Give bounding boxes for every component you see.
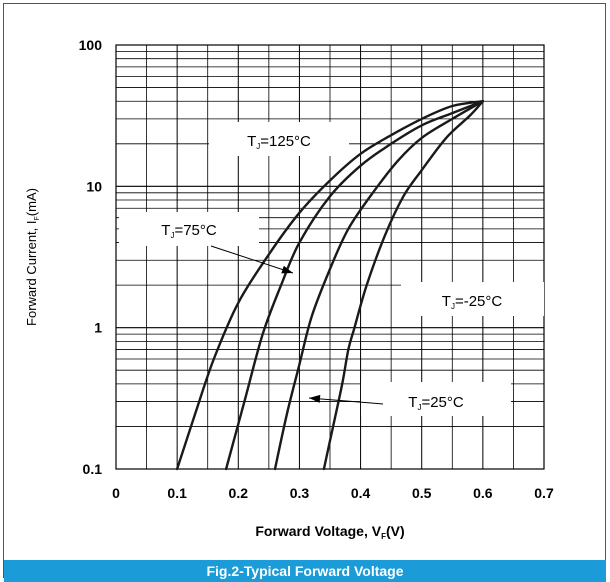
x-tick-label: 0.5: [412, 485, 432, 501]
y-tick-label: 100: [79, 37, 103, 53]
y-axis-title: Forward Current, IF(mA): [24, 188, 41, 326]
x-tick-label: 0: [112, 485, 120, 501]
curve-label: TJ=25°C: [408, 394, 464, 412]
curve-25c: [273, 100, 485, 471]
label-arrow-75c: [210, 245, 294, 274]
figure-caption: Fig.2-Typical Forward Voltage: [206, 563, 404, 579]
curve-label: TJ=-25°C: [442, 293, 503, 311]
label-arrow-25c-head: [309, 394, 321, 403]
x-tick-label: 0.2: [229, 485, 249, 501]
x-tick-label: 0.7: [534, 485, 554, 501]
forward-voltage-chart: 0 0.1 0.2 0.3 0.4 0.5 0.6 0.7 0.1 1 10 100 Forward V…: [24, 37, 554, 541]
x-axis-title: Forward Voltage, VF(V): [255, 523, 404, 541]
x-tick-label: 0.6: [473, 485, 493, 501]
y-tick-label: 1: [94, 320, 102, 336]
curve-label-box: [401, 282, 544, 316]
caption-bar: Fig.2-Typical Forward Voltage: [4, 560, 606, 582]
figure-frame: 0 0.1 0.2 0.3 0.4 0.5 0.6 0.7 0.1 1 10 100 Forward V…: [3, 3, 606, 578]
curve-minus25c: [322, 100, 485, 471]
curve-125c: [175, 100, 485, 471]
curve-label: TJ=75°C: [161, 222, 217, 240]
curve-label-box: [361, 382, 511, 416]
x-tick-label: 0.1: [167, 485, 187, 501]
curve-label: TJ=125°C: [247, 133, 311, 151]
label-arrow-75c-head: [281, 265, 293, 274]
plot-border: [115, 44, 545, 470]
curve-75c: [224, 100, 485, 471]
curve-label-box: [209, 122, 349, 156]
x-tick-label: 0.4: [351, 485, 371, 501]
label-arrow-25c: [308, 397, 384, 405]
y-tick-label: 10: [86, 178, 102, 194]
x-tick-label: 0.3: [290, 485, 310, 501]
y-tick-label: 0.1: [83, 461, 103, 477]
curve-label-box: [119, 212, 259, 246]
